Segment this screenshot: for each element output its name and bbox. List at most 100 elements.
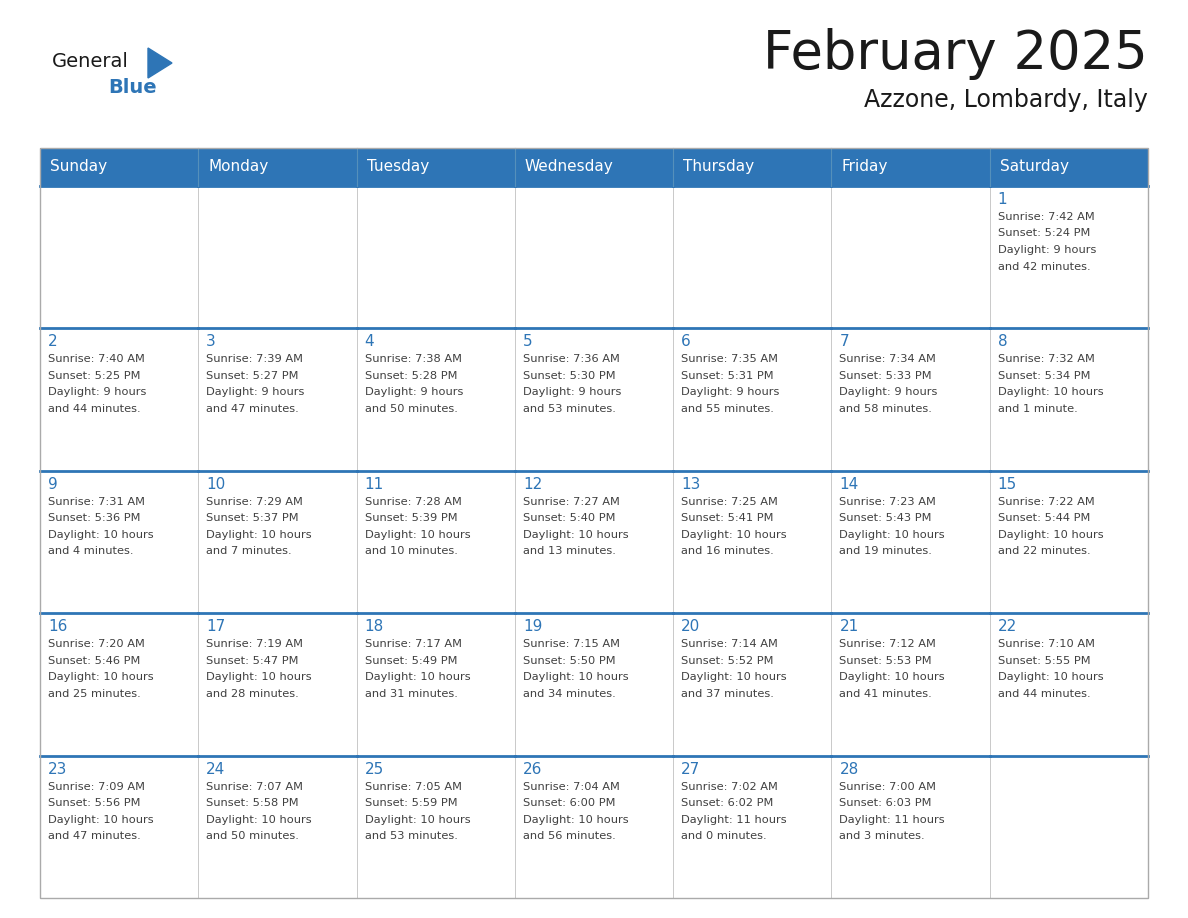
Bar	[832, 471, 990, 613]
Text: Daylight: 11 hours: Daylight: 11 hours	[840, 814, 944, 824]
Bar	[40, 186, 198, 329]
Text: Sunrise: 7:10 AM: Sunrise: 7:10 AM	[998, 639, 1094, 649]
Bar	[990, 471, 1148, 613]
Text: 21: 21	[840, 620, 859, 634]
Text: Sunrise: 7:20 AM: Sunrise: 7:20 AM	[48, 639, 145, 649]
Text: Sunset: 5:58 PM: Sunset: 5:58 PM	[207, 798, 299, 808]
Bar	[198, 186, 356, 329]
Bar	[40, 148, 1148, 898]
Text: Sunrise: 7:04 AM: Sunrise: 7:04 AM	[523, 781, 620, 791]
Text: Sunrise: 7:36 AM: Sunrise: 7:36 AM	[523, 354, 620, 364]
Text: and 53 minutes.: and 53 minutes.	[523, 404, 615, 414]
Text: Sunset: 5:52 PM: Sunset: 5:52 PM	[681, 655, 773, 666]
Text: 19: 19	[523, 620, 542, 634]
Text: Sunrise: 7:07 AM: Sunrise: 7:07 AM	[207, 781, 303, 791]
Text: Monday: Monday	[208, 160, 268, 174]
Text: Tuesday: Tuesday	[367, 160, 429, 174]
Text: and 37 minutes.: and 37 minutes.	[681, 688, 775, 699]
Text: Sunset: 5:39 PM: Sunset: 5:39 PM	[365, 513, 457, 523]
Bar	[674, 186, 832, 329]
Text: Sunrise: 7:31 AM: Sunrise: 7:31 AM	[48, 497, 145, 507]
Text: Sunset: 5:56 PM: Sunset: 5:56 PM	[48, 798, 140, 808]
Bar	[40, 756, 198, 898]
Text: 12: 12	[523, 476, 542, 492]
Text: Daylight: 10 hours: Daylight: 10 hours	[48, 530, 153, 540]
Text: Sunrise: 7:22 AM: Sunrise: 7:22 AM	[998, 497, 1094, 507]
Text: and 55 minutes.: and 55 minutes.	[681, 404, 775, 414]
Text: Daylight: 9 hours: Daylight: 9 hours	[523, 387, 621, 397]
Bar	[356, 471, 514, 613]
Text: 6: 6	[681, 334, 691, 350]
Text: Daylight: 9 hours: Daylight: 9 hours	[998, 245, 1097, 255]
Text: Blue: Blue	[108, 78, 157, 97]
Text: Sunrise: 7:15 AM: Sunrise: 7:15 AM	[523, 639, 620, 649]
Text: Sunset: 5:47 PM: Sunset: 5:47 PM	[207, 655, 299, 666]
Text: and 16 minutes.: and 16 minutes.	[681, 546, 773, 556]
Text: Daylight: 10 hours: Daylight: 10 hours	[207, 530, 312, 540]
Text: 7: 7	[840, 334, 849, 350]
Bar	[198, 471, 356, 613]
Text: Sunrise: 7:02 AM: Sunrise: 7:02 AM	[681, 781, 778, 791]
Text: Sunset: 5:31 PM: Sunset: 5:31 PM	[681, 371, 773, 381]
Text: Daylight: 10 hours: Daylight: 10 hours	[681, 530, 786, 540]
Bar	[674, 148, 832, 186]
Text: and 42 minutes.: and 42 minutes.	[998, 262, 1091, 272]
Text: Daylight: 11 hours: Daylight: 11 hours	[681, 814, 786, 824]
Text: Sunrise: 7:19 AM: Sunrise: 7:19 AM	[207, 639, 303, 649]
Bar	[990, 756, 1148, 898]
Text: 28: 28	[840, 762, 859, 777]
Text: 11: 11	[365, 476, 384, 492]
Bar	[990, 148, 1148, 186]
Text: 16: 16	[48, 620, 68, 634]
Text: and 22 minutes.: and 22 minutes.	[998, 546, 1091, 556]
Bar	[990, 329, 1148, 471]
Text: 25: 25	[365, 762, 384, 777]
Text: Wednesday: Wednesday	[525, 160, 614, 174]
Text: Sunset: 5:28 PM: Sunset: 5:28 PM	[365, 371, 457, 381]
Text: Sunrise: 7:38 AM: Sunrise: 7:38 AM	[365, 354, 462, 364]
Text: Sunset: 6:00 PM: Sunset: 6:00 PM	[523, 798, 615, 808]
Bar	[832, 148, 990, 186]
Text: Sunrise: 7:25 AM: Sunrise: 7:25 AM	[681, 497, 778, 507]
Text: Sunset: 5:30 PM: Sunset: 5:30 PM	[523, 371, 615, 381]
Bar	[198, 756, 356, 898]
Text: 26: 26	[523, 762, 542, 777]
Text: Sunset: 5:33 PM: Sunset: 5:33 PM	[840, 371, 933, 381]
Text: Sunset: 5:25 PM: Sunset: 5:25 PM	[48, 371, 140, 381]
Text: Sunrise: 7:14 AM: Sunrise: 7:14 AM	[681, 639, 778, 649]
Text: Daylight: 10 hours: Daylight: 10 hours	[207, 672, 312, 682]
Text: Sunrise: 7:17 AM: Sunrise: 7:17 AM	[365, 639, 462, 649]
Text: and 31 minutes.: and 31 minutes.	[365, 688, 457, 699]
Bar	[832, 186, 990, 329]
Text: and 50 minutes.: and 50 minutes.	[365, 404, 457, 414]
Bar	[356, 148, 514, 186]
Text: 22: 22	[998, 620, 1017, 634]
Bar	[356, 186, 514, 329]
Text: and 47 minutes.: and 47 minutes.	[48, 831, 140, 841]
Text: Daylight: 9 hours: Daylight: 9 hours	[207, 387, 304, 397]
Text: and 0 minutes.: and 0 minutes.	[681, 831, 766, 841]
Text: Daylight: 10 hours: Daylight: 10 hours	[998, 530, 1104, 540]
Bar	[674, 756, 832, 898]
Text: Sunrise: 7:29 AM: Sunrise: 7:29 AM	[207, 497, 303, 507]
Text: and 28 minutes.: and 28 minutes.	[207, 688, 299, 699]
Text: 17: 17	[207, 620, 226, 634]
Text: Daylight: 10 hours: Daylight: 10 hours	[523, 814, 628, 824]
Bar	[674, 329, 832, 471]
Text: 4: 4	[365, 334, 374, 350]
Text: Sunset: 5:36 PM: Sunset: 5:36 PM	[48, 513, 140, 523]
Bar	[674, 471, 832, 613]
Text: Sunset: 5:44 PM: Sunset: 5:44 PM	[998, 513, 1091, 523]
Bar	[832, 756, 990, 898]
Text: Sunrise: 7:39 AM: Sunrise: 7:39 AM	[207, 354, 303, 364]
Text: Sunrise: 7:35 AM: Sunrise: 7:35 AM	[681, 354, 778, 364]
Text: Sunset: 5:27 PM: Sunset: 5:27 PM	[207, 371, 299, 381]
Text: and 50 minutes.: and 50 minutes.	[207, 831, 299, 841]
Text: Thursday: Thursday	[683, 160, 754, 174]
Text: Friday: Friday	[841, 160, 887, 174]
Text: 15: 15	[998, 476, 1017, 492]
Text: Daylight: 10 hours: Daylight: 10 hours	[998, 387, 1104, 397]
Text: Sunrise: 7:05 AM: Sunrise: 7:05 AM	[365, 781, 462, 791]
Text: Sunset: 6:02 PM: Sunset: 6:02 PM	[681, 798, 773, 808]
Text: Daylight: 10 hours: Daylight: 10 hours	[681, 672, 786, 682]
